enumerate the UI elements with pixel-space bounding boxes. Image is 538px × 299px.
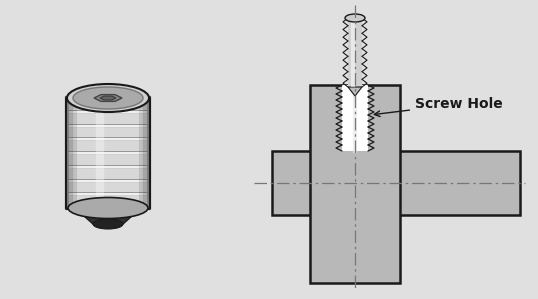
Polygon shape	[94, 94, 122, 101]
Polygon shape	[100, 96, 116, 100]
Bar	[68, 112, 148, 126]
Bar	[68, 194, 148, 208]
Polygon shape	[75, 208, 141, 224]
Bar	[68, 153, 148, 167]
Text: Screw Hole: Screw Hole	[374, 97, 502, 117]
Ellipse shape	[345, 14, 365, 22]
Ellipse shape	[73, 87, 143, 109]
Ellipse shape	[68, 198, 148, 219]
Bar	[342, 85, 368, 151]
Bar	[68, 181, 148, 194]
Bar	[68, 139, 148, 153]
Ellipse shape	[67, 84, 149, 112]
Bar	[348, 18, 362, 87]
Bar	[68, 126, 148, 139]
Polygon shape	[348, 87, 362, 96]
Bar	[68, 98, 148, 112]
Bar	[68, 167, 148, 181]
Ellipse shape	[93, 219, 123, 229]
FancyBboxPatch shape	[66, 97, 150, 209]
Bar	[272, 151, 520, 215]
Bar	[310, 85, 400, 283]
